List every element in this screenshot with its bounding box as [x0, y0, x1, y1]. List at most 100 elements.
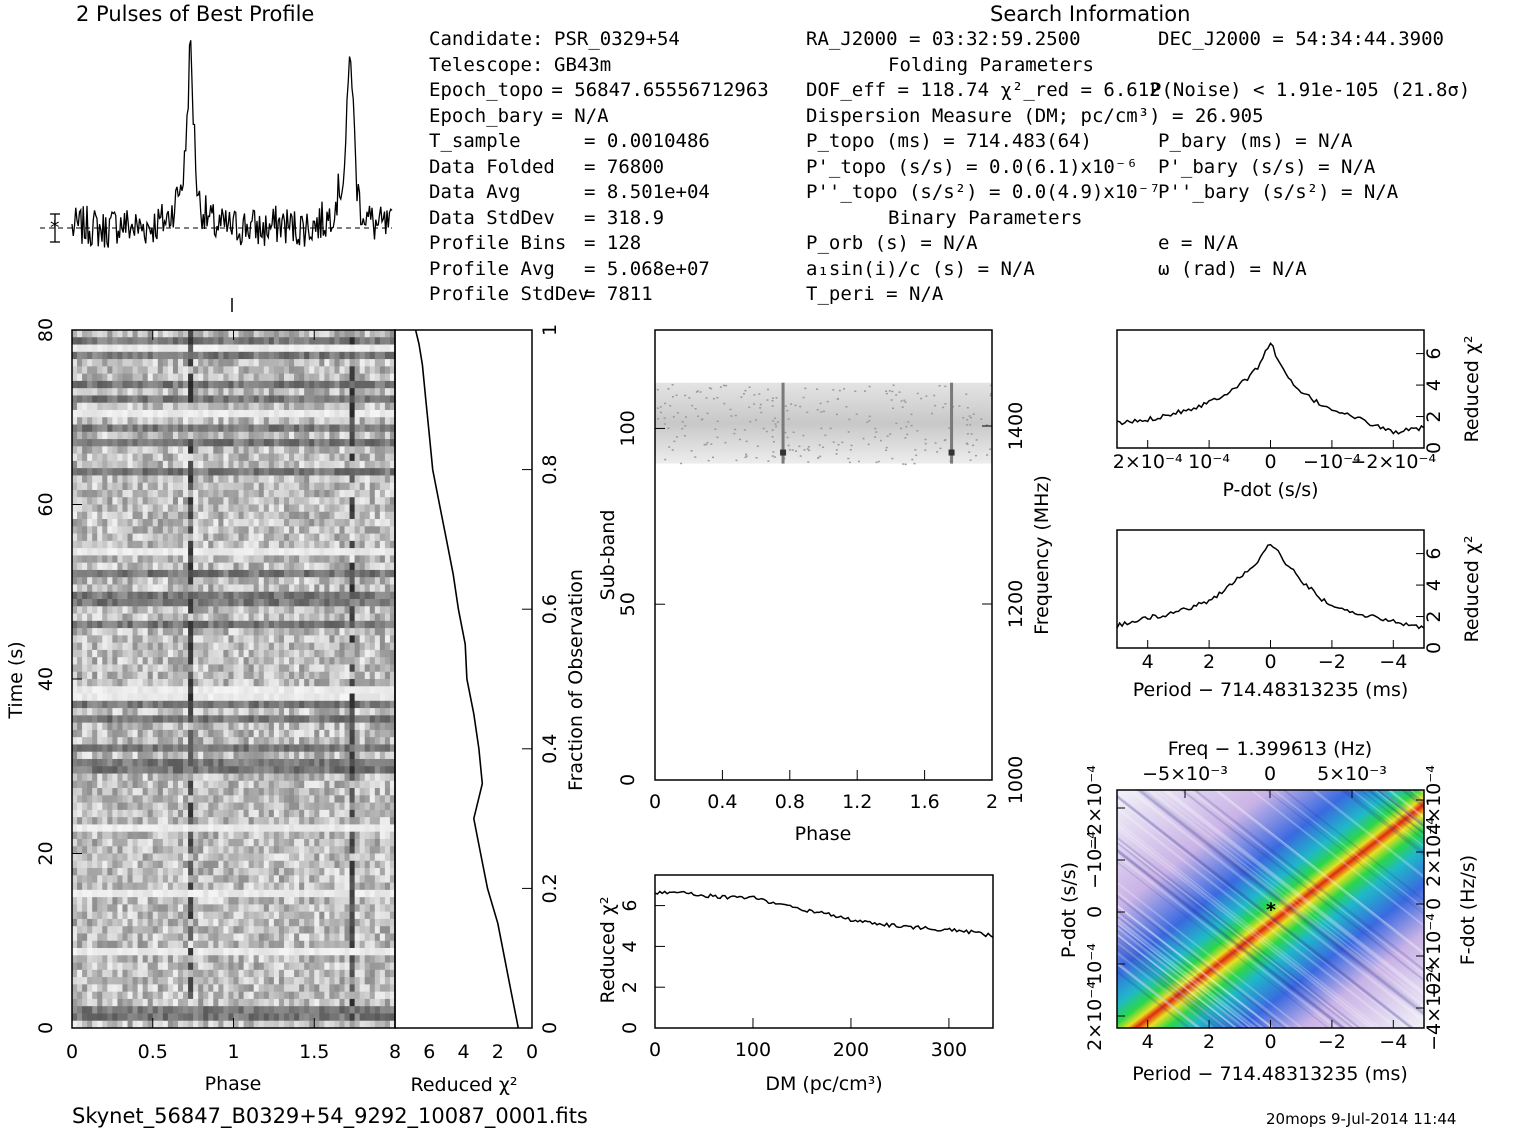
- timephase-cell: [137, 366, 144, 375]
- timephase-cell: [339, 751, 345, 760]
- timephase-cell: [324, 635, 330, 644]
- timephase-cell: [324, 657, 330, 665]
- timephase-cell: [137, 853, 144, 862]
- timephase-cell: [218, 431, 224, 440]
- timephase-cell: [389, 526, 396, 534]
- timephase-cell: [389, 359, 396, 367]
- timephase-cell: [314, 635, 320, 644]
- timephase-cell: [167, 642, 174, 651]
- timephase-cell: [334, 388, 340, 396]
- timephase-cell: [248, 548, 255, 556]
- timephase-cell: [162, 664, 169, 673]
- timephase-cell: [112, 460, 118, 469]
- timephase-cell: [334, 591, 340, 600]
- timephase-cell: [273, 555, 280, 564]
- timephase-cell: [283, 679, 290, 687]
- timephase-cell: [299, 766, 305, 774]
- timephase-cell: [304, 489, 310, 498]
- timephase-cell: [389, 766, 396, 774]
- timephase-cell: [258, 424, 265, 433]
- timephase-cell: [349, 606, 356, 614]
- timephase-cell: [238, 780, 244, 789]
- timephase-cell: [198, 409, 204, 418]
- timephase-cell: [218, 533, 224, 542]
- timephase-cell: [384, 351, 391, 360]
- timephase-cell: [142, 729, 149, 738]
- timephase-cell: [339, 337, 345, 345]
- timephase-cell: [294, 519, 300, 527]
- timephase-cell: [349, 468, 356, 476]
- timephase-cell: [97, 642, 103, 651]
- timephase-cell: [359, 599, 366, 607]
- timephase-cell: [77, 569, 83, 578]
- timephase-cell: [329, 395, 335, 404]
- timephase-cell: [233, 562, 239, 571]
- timephase-cell: [364, 766, 371, 774]
- timephase-cell: [268, 388, 275, 396]
- timephase-cell: [309, 409, 315, 418]
- timephase-cell: [223, 671, 229, 680]
- timephase-cell: [344, 875, 350, 883]
- timephase-cell: [304, 817, 310, 825]
- timephase-cell: [82, 453, 88, 462]
- timephase-cell: [172, 729, 179, 738]
- timephase-cell: [278, 809, 285, 818]
- timephase-cell: [233, 744, 239, 753]
- timephase-cell: [117, 838, 123, 847]
- timephase-cell: [253, 504, 260, 513]
- timephase-cell: [177, 460, 184, 469]
- info-row: T_sample = 0.0010486: [429, 132, 710, 151]
- timephase-cell: [218, 562, 224, 571]
- timephase-cell: [137, 533, 144, 542]
- timephase-cell: [339, 700, 345, 709]
- timephase-cell: [152, 511, 159, 520]
- timephase-cell: [72, 788, 78, 796]
- timephase-cell: [258, 431, 265, 440]
- timephase-cell: [122, 642, 128, 651]
- timephase-cell: [152, 686, 159, 694]
- timephase-cell: [263, 388, 270, 396]
- timephase-cell: [142, 802, 149, 811]
- timephase-cell: [172, 875, 179, 883]
- timephase-cell: [324, 562, 330, 571]
- timephase-cell: [299, 657, 305, 665]
- timephase-cell: [268, 838, 275, 847]
- timephase-cell: [97, 788, 103, 796]
- timephase-cell: [127, 751, 133, 760]
- timephase-cell: [319, 606, 325, 614]
- timephase-cell: [369, 555, 376, 564]
- timephase-cell: [374, 591, 381, 600]
- timephase-cell: [309, 671, 315, 680]
- timephase-cell: [309, 657, 315, 665]
- timephase-cell: [349, 824, 356, 833]
- timephase-cell: [384, 686, 391, 694]
- timephase-cell: [132, 439, 139, 447]
- timephase-cell: [122, 838, 128, 847]
- timephase-cell: [289, 620, 295, 629]
- timephase-cell: [137, 831, 144, 840]
- timephase-cell: [233, 671, 239, 680]
- timephase-cell: [213, 780, 219, 789]
- timephase-cell: [127, 853, 133, 862]
- timephase-cell: [218, 504, 224, 513]
- timephase-cell: [299, 635, 305, 644]
- timephase-cell: [379, 693, 386, 702]
- timephase-cell: [82, 664, 88, 673]
- timephase-cell: [334, 875, 340, 883]
- timephase-cell: [238, 802, 244, 811]
- timephase-cell: [102, 453, 108, 462]
- timephase-cell: [384, 482, 391, 491]
- timephase-cell: [87, 606, 93, 614]
- timephase-cell: [188, 802, 194, 811]
- timephase-cell: [228, 533, 234, 542]
- timephase-cell: [157, 758, 164, 767]
- timephase-cell: [319, 380, 325, 389]
- timephase-cell: [97, 504, 103, 513]
- timephase-cell: [223, 468, 229, 476]
- timephase-cell: [299, 417, 305, 425]
- timephase-cell: [223, 613, 229, 622]
- timephase-cell: [167, 431, 174, 440]
- timephase-cell: [299, 344, 305, 353]
- footer-filename: Skynet_56847_B0329+54_9292_10087_0001.fi…: [72, 1104, 588, 1128]
- timephase-cell: [364, 773, 371, 782]
